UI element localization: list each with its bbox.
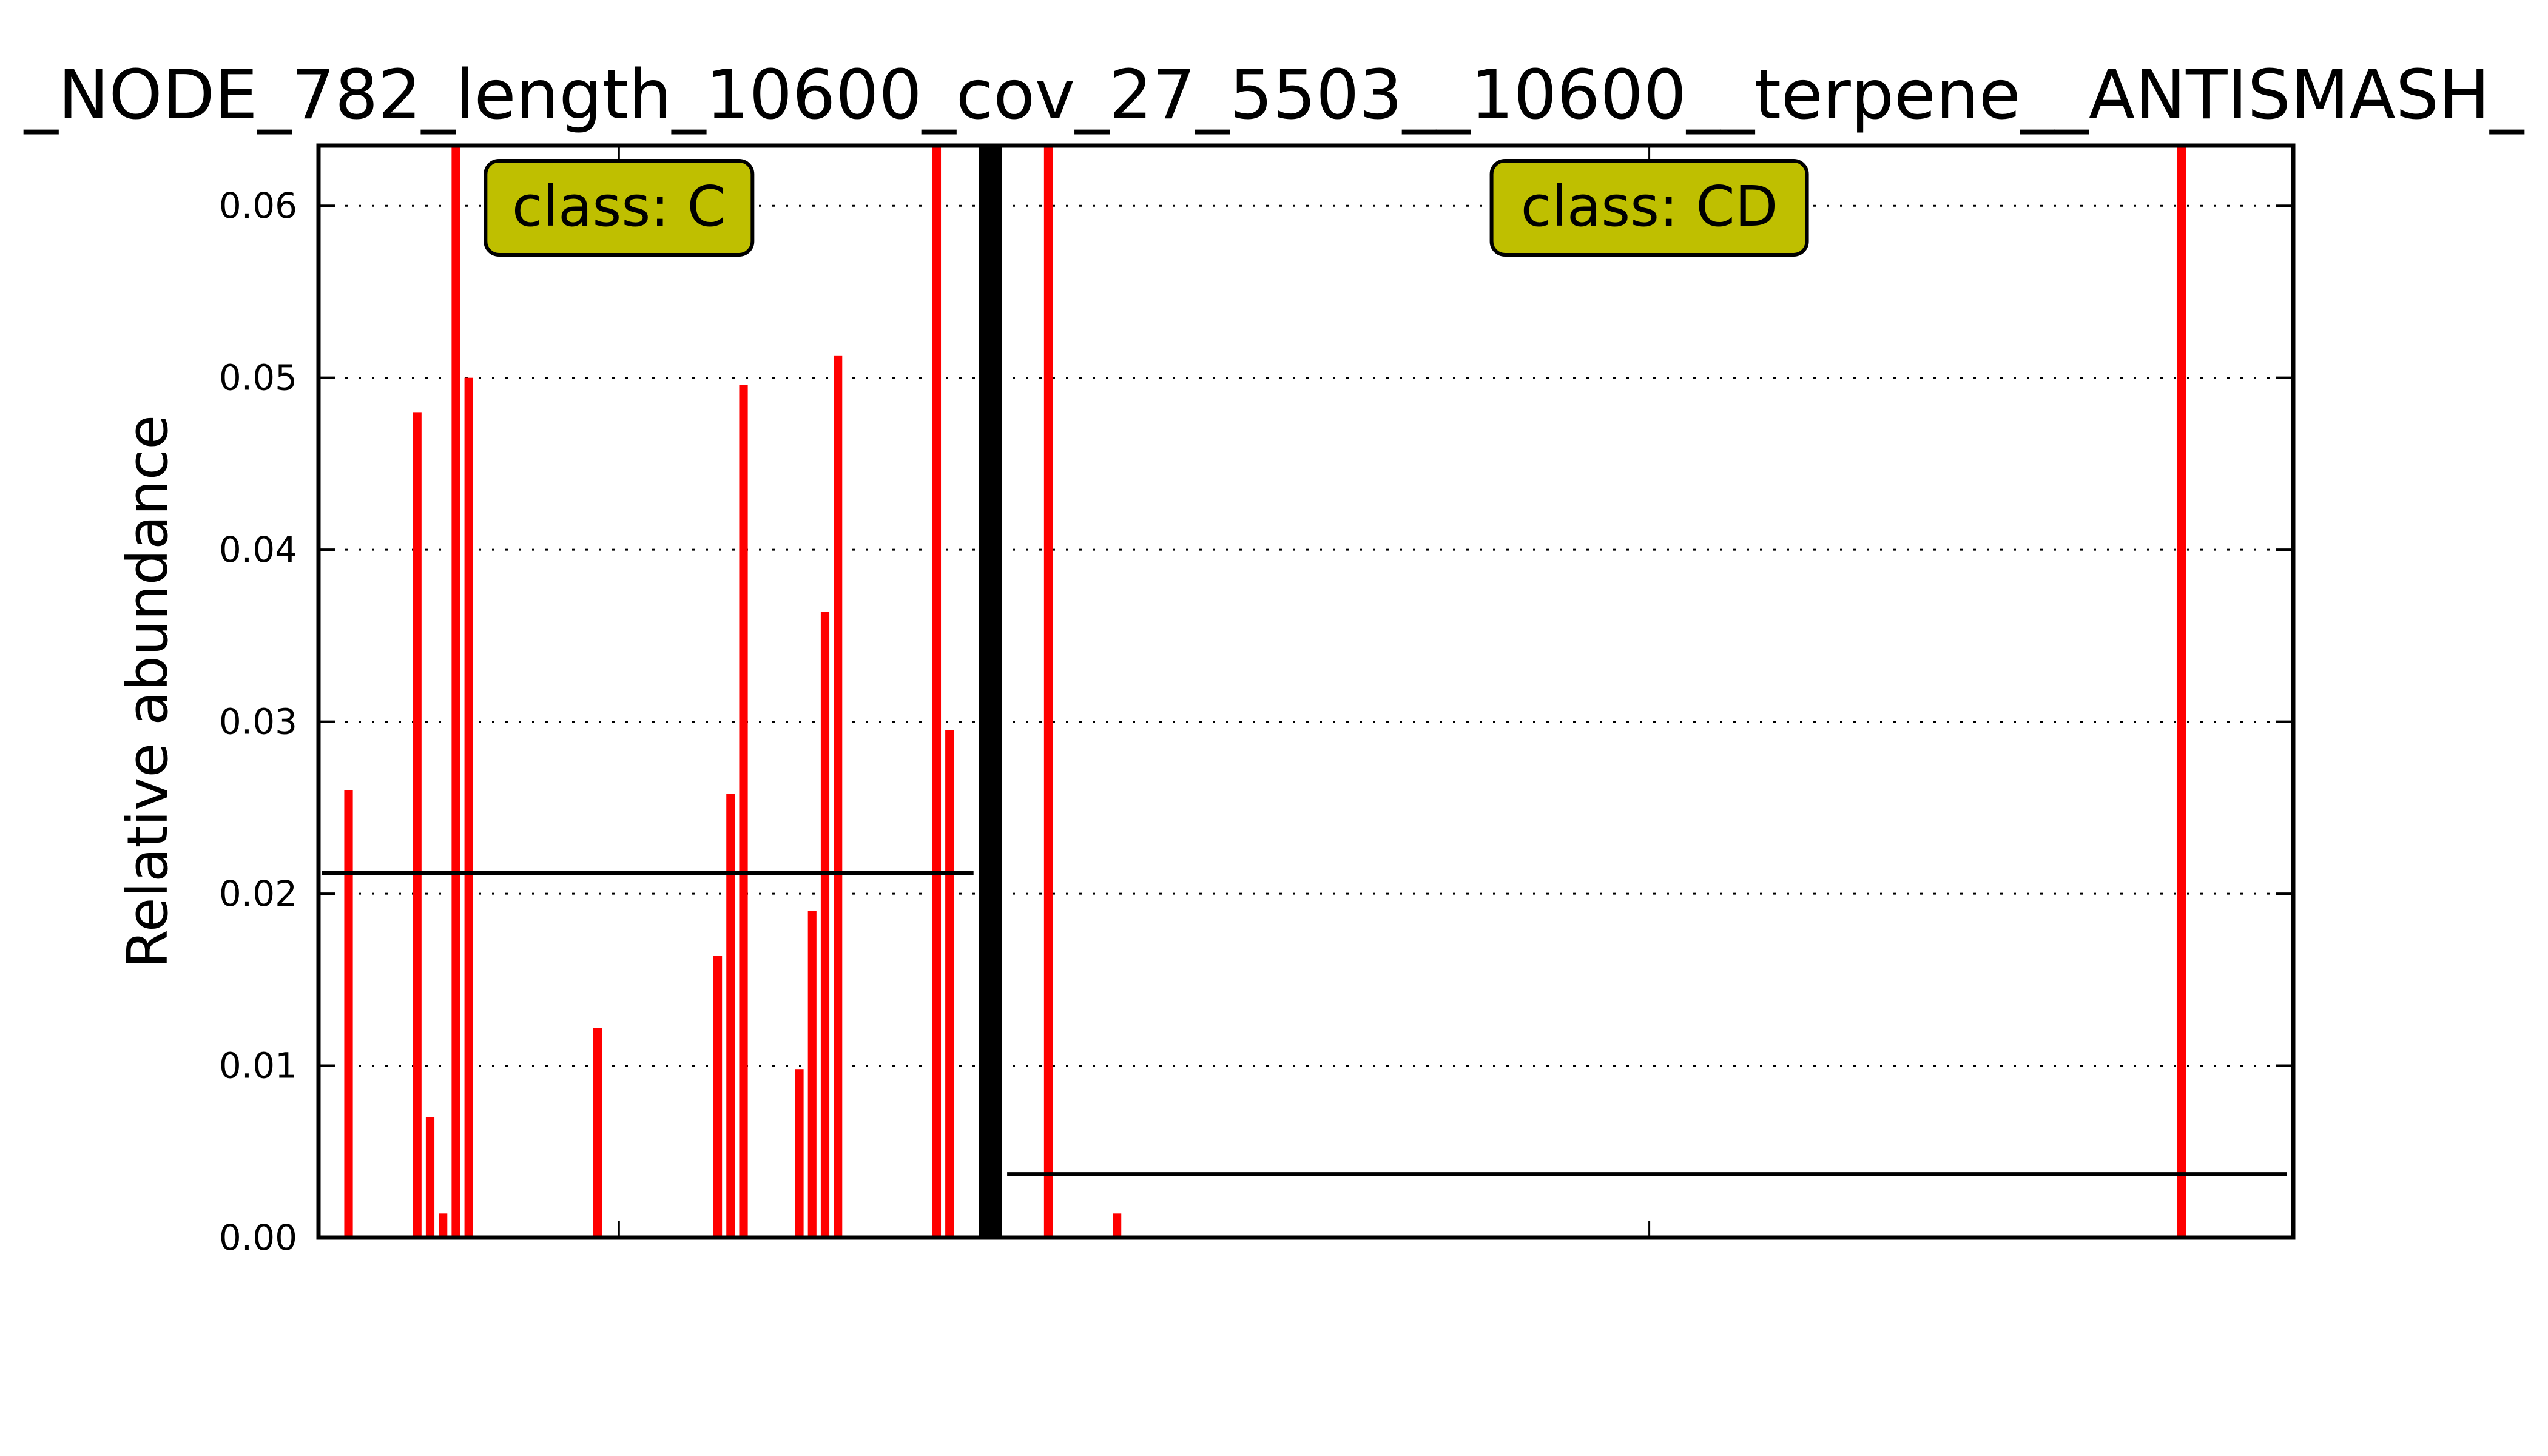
y-axis-label: Relative abundance xyxy=(115,415,180,968)
bar xyxy=(834,355,843,1238)
y-tick-label: 0.06 xyxy=(219,185,297,226)
bar xyxy=(413,412,422,1238)
y-axis-ticks: 0.00 0.01 0.02 0.03 0.04 0.05 0.06 xyxy=(219,185,2293,1258)
bar xyxy=(344,790,353,1238)
bar xyxy=(2177,146,2186,1238)
bar xyxy=(932,146,942,1238)
bar xyxy=(451,146,460,1238)
bar xyxy=(713,956,723,1238)
y-tick-label: 0.04 xyxy=(219,529,297,570)
y-tick-label: 0.00 xyxy=(219,1217,297,1258)
group-means xyxy=(322,871,2287,1176)
class-label-text: class: C xyxy=(512,174,726,239)
bars xyxy=(344,146,2186,1238)
bar xyxy=(945,730,954,1238)
plot-frame xyxy=(316,143,2296,1240)
bar xyxy=(739,385,748,1238)
y-tick-label: 0.01 xyxy=(219,1045,297,1087)
group-separator xyxy=(979,146,1002,1238)
class-label-box: class: C xyxy=(484,159,755,257)
class-label-background xyxy=(1489,159,1809,257)
bar xyxy=(795,1069,804,1238)
bar xyxy=(425,1117,435,1238)
class-label-text: class: CD xyxy=(1521,174,1778,239)
y-tick-label: 0.03 xyxy=(219,701,297,743)
class-label-box: class: CD xyxy=(1489,159,1809,257)
bar xyxy=(726,794,735,1238)
chart-title: _NODE_782_length_10600_cov_27_5503__1060… xyxy=(23,56,2525,135)
class-labels: class: C class: CD xyxy=(484,159,1809,257)
y-tick-label: 0.02 xyxy=(219,873,297,914)
bar xyxy=(1043,146,1053,1238)
bar xyxy=(439,1213,448,1238)
grid-lines xyxy=(318,204,2293,1239)
bar xyxy=(1113,1213,1122,1238)
y-tick-label: 0.05 xyxy=(219,357,297,399)
bar xyxy=(464,377,473,1238)
x-axis-ticks xyxy=(618,146,1651,1238)
bar xyxy=(593,1028,602,1238)
bar xyxy=(820,612,830,1238)
separator-bar xyxy=(979,146,1002,1238)
bar xyxy=(807,911,817,1238)
class-label-background xyxy=(484,159,755,257)
